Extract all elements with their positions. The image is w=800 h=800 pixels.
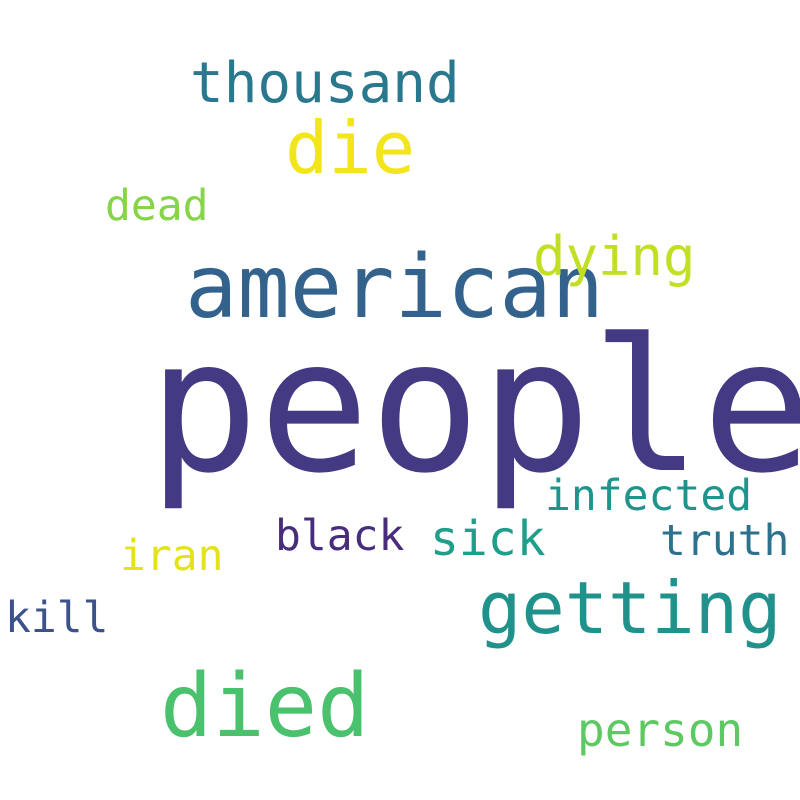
word-black: black — [275, 511, 405, 561]
word-thousand: thousand — [190, 51, 460, 116]
word-die: die — [285, 106, 416, 190]
word-iran: iran — [120, 531, 224, 581]
word-infected: infected — [545, 471, 753, 521]
word-kill: kill — [5, 593, 109, 643]
word-dead: dead — [105, 181, 209, 231]
word-dying: dying — [533, 225, 696, 288]
word-people: people — [148, 300, 800, 514]
word-died: died — [160, 655, 370, 757]
word-american: american — [185, 236, 605, 338]
word-getting: getting — [478, 566, 782, 650]
word-sick: sick — [430, 511, 546, 567]
word-person: person — [577, 703, 744, 757]
word-truth: truth — [660, 516, 790, 566]
